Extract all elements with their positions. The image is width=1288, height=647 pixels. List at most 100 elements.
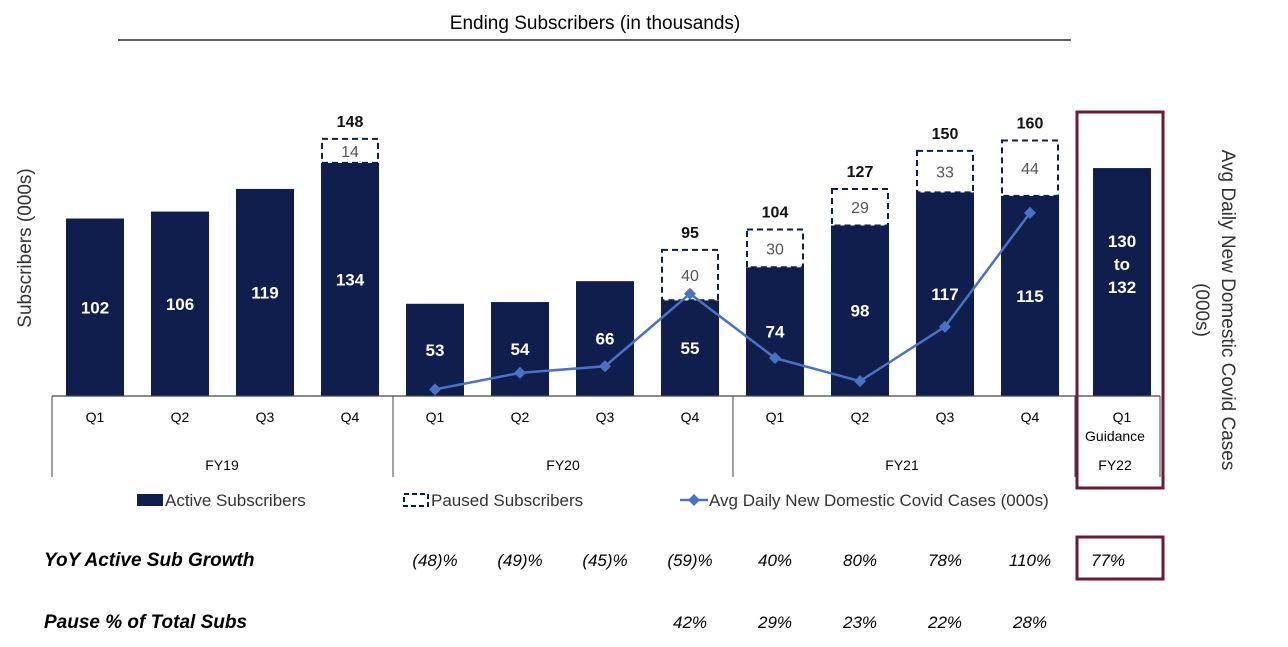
paused-value-label: 40 bbox=[681, 268, 699, 285]
table-row-title: Pause % of Total Subs bbox=[44, 612, 247, 633]
y2-axis-label: Avg Daily New Domestic Covid Cases bbox=[1217, 150, 1238, 471]
x-tick-label: Q4 bbox=[1021, 409, 1040, 425]
table-cell-value: 78% bbox=[928, 551, 962, 570]
group-label: FY22 bbox=[1098, 457, 1132, 473]
table-cell-value: 28% bbox=[1012, 613, 1047, 632]
covid-point bbox=[514, 366, 526, 379]
total-label: 95 bbox=[681, 225, 699, 242]
legend-paused-swatch bbox=[403, 493, 429, 507]
x-tick-label: Q3 bbox=[256, 409, 275, 425]
active-value-label: 74 bbox=[766, 323, 785, 342]
x-tick-label: Q1 bbox=[766, 409, 785, 425]
table-cell-value: 80% bbox=[843, 551, 877, 570]
covid-point bbox=[769, 352, 781, 365]
total-label: 148 bbox=[337, 114, 364, 131]
legend-paused-label: Paused Subscribers bbox=[431, 491, 583, 510]
total-label: 127 bbox=[847, 164, 874, 181]
table-cell-value: (59)% bbox=[667, 551, 712, 570]
table-cell-value: 40% bbox=[758, 551, 792, 570]
covid-point bbox=[939, 320, 951, 333]
x-tick-label: Q4 bbox=[341, 409, 360, 425]
active-bar bbox=[576, 281, 634, 396]
active-value-label: 53 bbox=[426, 341, 445, 360]
active-bar bbox=[661, 300, 719, 396]
y-axis-label: Subscribers (000s) bbox=[15, 168, 36, 327]
active-value-label: 130 bbox=[1108, 232, 1136, 251]
active-bar bbox=[916, 192, 974, 396]
paused-bar bbox=[916, 149, 974, 194]
table-cell-value: 110% bbox=[1009, 551, 1051, 570]
legend-covid-label: Avg Daily New Domestic Covid Cases (000s… bbox=[709, 491, 1049, 510]
active-value-label: 134 bbox=[336, 270, 365, 289]
active-bar bbox=[1093, 168, 1151, 396]
total-label: 160 bbox=[1017, 115, 1044, 132]
paused-value-label: 33 bbox=[936, 165, 954, 182]
active-bar bbox=[151, 211, 209, 396]
x-tick-sublabel: Guidance bbox=[1085, 428, 1145, 444]
x-tick-label: Q3 bbox=[596, 409, 615, 425]
chart-title: Ending Subscribers (in thousands) bbox=[450, 13, 740, 34]
group-label: FY19 bbox=[205, 457, 239, 473]
paused-value-label: 29 bbox=[851, 200, 869, 217]
covid-point bbox=[1024, 206, 1036, 219]
active-bar bbox=[321, 162, 379, 396]
table-cell-value: (45)% bbox=[582, 551, 627, 570]
active-value-label: 132 bbox=[1108, 278, 1136, 297]
legend-active-swatch bbox=[137, 494, 163, 506]
table-cell-value: (48)% bbox=[412, 551, 457, 570]
active-value-label: 66 bbox=[596, 330, 615, 349]
group-label: FY21 bbox=[885, 457, 919, 473]
active-value-label: 54 bbox=[511, 340, 530, 359]
table-cell-value: 22% bbox=[927, 613, 962, 632]
active-value-label: 106 bbox=[166, 295, 194, 314]
active-value-label: 55 bbox=[681, 339, 700, 358]
table-cell-value: 77% bbox=[1091, 551, 1125, 570]
table-cell-value: 42% bbox=[673, 613, 707, 632]
active-value-label: 102 bbox=[81, 298, 109, 317]
active-value-label: 98 bbox=[851, 302, 870, 321]
x-tick-label: Q3 bbox=[936, 409, 955, 425]
active-value-label: to bbox=[1114, 255, 1130, 274]
x-tick-label: Q4 bbox=[681, 409, 700, 425]
total-label: 150 bbox=[932, 126, 959, 143]
paused-bar bbox=[746, 228, 804, 269]
x-tick-label: Q1 bbox=[1113, 409, 1132, 425]
active-value-label: 119 bbox=[251, 283, 278, 302]
paused-value-label: 30 bbox=[766, 241, 784, 258]
paused-bar bbox=[1001, 139, 1059, 197]
group-label: FY20 bbox=[546, 457, 580, 473]
active-bar bbox=[66, 218, 124, 396]
active-value-label: 117 bbox=[931, 285, 958, 304]
table-cell-value: 23% bbox=[842, 613, 877, 632]
covid-point bbox=[684, 287, 696, 300]
legend-covid-marker bbox=[688, 494, 700, 506]
covid-point bbox=[599, 360, 611, 373]
table-row-title: YoY Active Sub Growth bbox=[44, 550, 254, 571]
active-bar bbox=[406, 303, 464, 396]
x-tick-label: Q1 bbox=[426, 409, 445, 425]
covid-line bbox=[434, 212, 1032, 391]
active-bar bbox=[491, 302, 549, 396]
x-tick-label: Q2 bbox=[171, 409, 190, 425]
active-bar bbox=[746, 267, 804, 396]
paused-bar bbox=[831, 187, 889, 227]
x-tick-label: Q2 bbox=[511, 409, 530, 425]
table-cell-value: (49)% bbox=[497, 551, 542, 570]
x-tick-label: Q1 bbox=[86, 409, 105, 425]
active-bar bbox=[1001, 195, 1059, 396]
x-tick-label: Q2 bbox=[851, 409, 870, 425]
active-bar bbox=[236, 188, 294, 396]
paused-bar bbox=[321, 137, 379, 164]
legend-active-label: Active Subscribers bbox=[165, 491, 306, 510]
guidance-growth-highlight-box bbox=[1075, 535, 1165, 581]
paused-value-label: 44 bbox=[1021, 161, 1039, 178]
guidance-highlight-box bbox=[1075, 110, 1165, 490]
y2-axis-label-units: (000s) bbox=[1191, 283, 1212, 337]
table-cell-value: 29% bbox=[757, 613, 792, 632]
covid-point bbox=[429, 383, 441, 396]
paused-value-label: 14 bbox=[341, 144, 359, 161]
active-value-label: 115 bbox=[1016, 287, 1043, 306]
total-label: 104 bbox=[762, 204, 789, 221]
covid-point bbox=[854, 375, 866, 388]
